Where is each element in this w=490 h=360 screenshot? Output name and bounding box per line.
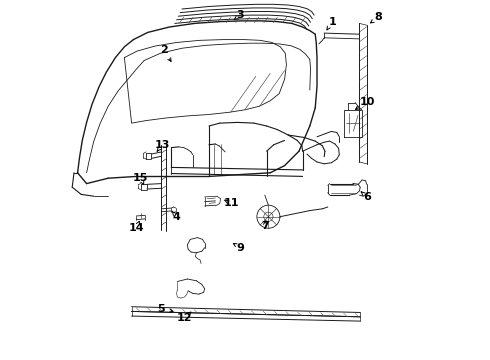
Text: 4: 4	[172, 212, 180, 222]
Text: 2: 2	[160, 45, 168, 55]
Text: 5: 5	[158, 304, 165, 314]
Text: 7: 7	[261, 221, 269, 231]
Text: 15: 15	[133, 173, 148, 183]
Text: 14: 14	[128, 222, 144, 233]
Text: 3: 3	[237, 10, 244, 20]
Text: 9: 9	[237, 243, 245, 253]
Text: 12: 12	[177, 312, 192, 323]
Text: 11: 11	[223, 198, 239, 208]
Text: 1: 1	[328, 17, 336, 27]
Text: 6: 6	[364, 192, 371, 202]
Text: 8: 8	[374, 12, 382, 22]
Text: 13: 13	[154, 140, 170, 150]
Text: 10: 10	[360, 96, 375, 107]
